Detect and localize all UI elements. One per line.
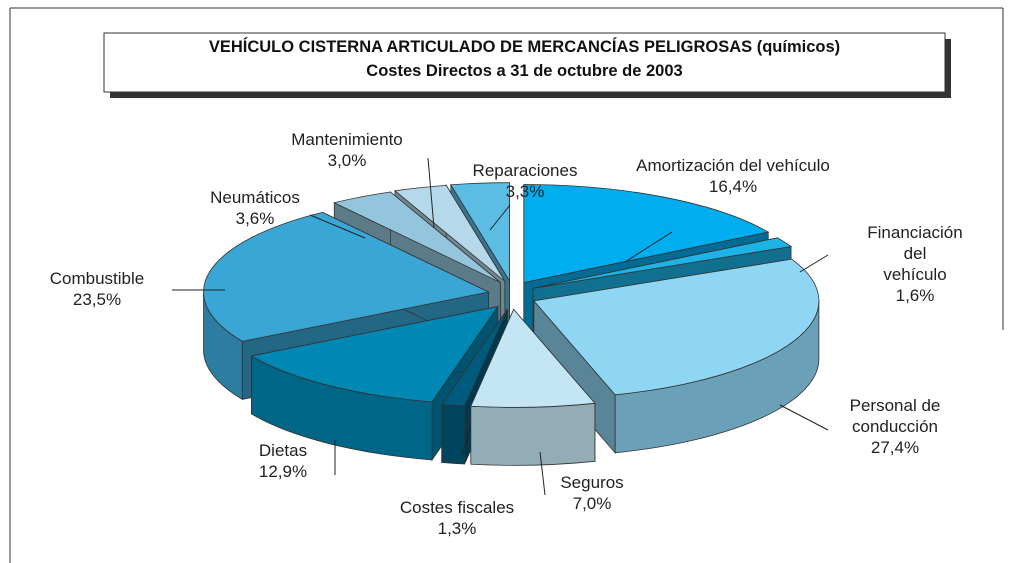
- value-label: 23,5%: [72, 290, 122, 309]
- leader-line: [799, 254, 829, 273]
- slice-label: Costes fiscales 1,3%: [400, 497, 514, 539]
- value-label: 1,3%: [437, 519, 477, 538]
- leader-line: [539, 451, 546, 496]
- category-label: Mantenimiento: [291, 130, 403, 149]
- category-label: Costes fiscales: [399, 498, 515, 517]
- slice-label: Financiación del vehículo 1,6%: [866, 222, 964, 306]
- slice: [470, 308, 596, 408]
- slice: [523, 184, 770, 283]
- slice-label: Neumáticos 3,6%: [210, 187, 300, 229]
- slice-wall: [470, 402, 596, 466]
- title-box: [103, 32, 946, 93]
- slice-label: Mantenimiento 3,0%: [291, 129, 403, 171]
- category-label: Seguros: [560, 473, 624, 492]
- chart-title: VEHÍCULO CISTERNA ARTICULADO DE MERCANCÍ…: [208, 38, 841, 56]
- value-label: 3,3%: [505, 182, 545, 201]
- slice: [250, 305, 499, 403]
- value-label: 7,0%: [572, 494, 612, 513]
- leader-line: [779, 404, 829, 431]
- slice: [203, 211, 490, 342]
- value-label: 1,6%: [895, 286, 935, 305]
- value-label: 3,6%: [235, 209, 275, 228]
- slice-label: Dietas 12,9%: [259, 440, 307, 482]
- category-label: Neumáticos: [210, 188, 300, 207]
- category-label: Amortización del vehículo: [636, 156, 830, 175]
- category-label: Dietas: [258, 441, 308, 460]
- slice: [441, 308, 508, 407]
- slice: [533, 258, 820, 396]
- value-label: 27,4%: [870, 438, 920, 457]
- category-label: Reparaciones: [472, 161, 578, 180]
- pie: [203, 182, 820, 466]
- slice: [450, 182, 510, 283]
- leader-line: [309, 214, 366, 239]
- value-label: 3,0%: [327, 151, 367, 170]
- slice: [533, 237, 793, 289]
- leader-line: [461, 429, 471, 456]
- value-label: 12,9%: [258, 462, 308, 481]
- leader-line: [489, 204, 511, 231]
- category-label: Financiación del vehículo: [867, 223, 963, 284]
- slice: [333, 191, 501, 283]
- value-label: 16,4%: [708, 177, 758, 196]
- slice-label: Combustible 23,5%: [50, 268, 145, 310]
- slice-label: Reparaciones 3,3%: [473, 160, 578, 202]
- slice-label: Amortización del vehículo 16,4%: [636, 155, 830, 197]
- slice-wall: [441, 404, 466, 465]
- slice: [394, 184, 506, 282]
- chart-subtitle: Costes Directos a 31 de octubre de 2003: [366, 62, 683, 80]
- slice-label: Personal de conducción 27,4%: [850, 395, 941, 458]
- category-label: Personal de conducción: [849, 396, 941, 436]
- slice-label: Seguros 7,0%: [560, 472, 623, 514]
- category-label: Combustible: [49, 269, 145, 288]
- leader-line: [427, 157, 435, 229]
- leader-line: [624, 231, 673, 263]
